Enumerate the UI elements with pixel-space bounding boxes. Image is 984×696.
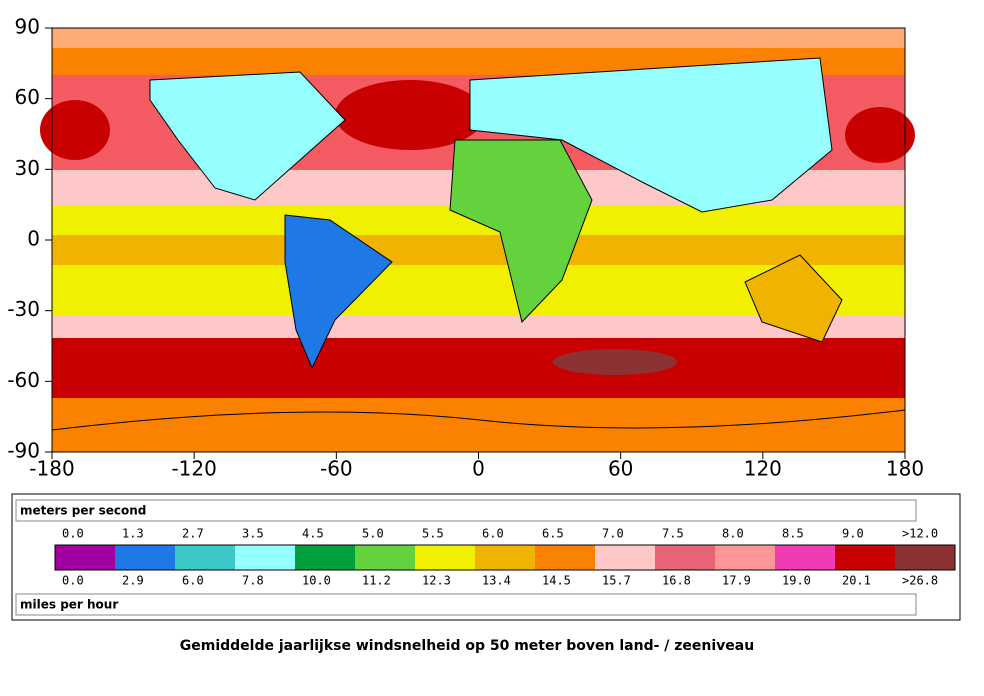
legend-label: 16.8 (662, 574, 691, 588)
y-tick-label: -90 (7, 439, 40, 463)
legend-label: 17.9 (722, 574, 751, 588)
x-tick-label: 0 (472, 457, 485, 481)
legend-swatch (295, 545, 355, 570)
legend-label: 0.0 (62, 574, 84, 588)
legend-swatch (355, 545, 415, 570)
legend-label: 12.3 (422, 574, 451, 588)
legend-label: 19.0 (782, 574, 811, 588)
legend-label: 14.5 (542, 574, 571, 588)
x-tick-label: -120 (171, 457, 216, 481)
eurasia (469, 57, 833, 213)
legend-label: 1.3 (122, 527, 144, 541)
wind-map (40, 27, 915, 453)
legend-title: meters per second (20, 504, 146, 518)
legend-label: >26.8 (902, 574, 938, 588)
x-tick-label: -60 (320, 457, 353, 481)
roaring-forties (52, 338, 905, 398)
legend-label: 4.5 (302, 527, 324, 541)
y-tick-label: 90 (15, 15, 40, 39)
legend-label: 8.5 (782, 527, 804, 541)
legend-label: 3.5 (242, 527, 264, 541)
legend-swatch (775, 545, 835, 570)
y-tick-label: 60 (15, 85, 40, 109)
legend-label: 5.0 (362, 527, 384, 541)
legend-label: 2.7 (182, 527, 204, 541)
y-tick-label: 30 (15, 156, 40, 180)
antarctica-coast (51, 409, 906, 431)
x-tick-label: 120 (744, 457, 782, 481)
y-tick-label: 0 (27, 227, 40, 251)
atlantic-high (335, 80, 485, 150)
pacific-high-east (845, 107, 915, 163)
legend-swatch (115, 545, 175, 570)
x-tick-label: -180 (29, 457, 74, 481)
legend-label: 13.4 (482, 574, 511, 588)
legend-swatch (175, 545, 235, 570)
legend-label: >12.0 (902, 527, 938, 541)
legend-swatch (835, 545, 895, 570)
antarctic-band (52, 398, 905, 452)
legend-label: 10.0 (302, 574, 331, 588)
legend-label: 5.5 (422, 527, 444, 541)
legend-label: 7.8 (242, 574, 264, 588)
x-tick-label: 180 (886, 457, 924, 481)
x-tick-label: 60 (608, 457, 633, 481)
legend-label: 6.0 (182, 574, 204, 588)
legend-title: miles per hour (20, 598, 118, 612)
australia (744, 254, 843, 343)
legend-swatch (715, 545, 775, 570)
legend-swatch (655, 545, 715, 570)
y-tick-label: -30 (7, 297, 40, 321)
legend-bar-frame (54, 544, 956, 571)
legend-swatch (55, 545, 115, 570)
legend-label: 9.0 (842, 527, 864, 541)
north-america (149, 71, 346, 201)
legend-label: 6.0 (482, 527, 504, 541)
caption: Gemiddelde jaarlijkse windsnelheid op 50… (180, 638, 754, 654)
legend-swatch (595, 545, 655, 570)
legend-label: 7.5 (662, 527, 684, 541)
legend-label: 20.1 (842, 574, 871, 588)
max-wind (553, 349, 677, 375)
legend-label: 15.7 (602, 574, 631, 588)
legend-swatch (235, 545, 295, 570)
legend-label: 0.0 (62, 527, 84, 541)
south-band (52, 315, 905, 338)
legend-title-box (15, 499, 917, 522)
legend-title-box (15, 593, 917, 616)
africa (449, 139, 593, 324)
legend-label: 7.0 (602, 527, 624, 541)
pacific-high-west (40, 100, 110, 160)
legend-label: 11.2 (362, 574, 391, 588)
legend-swatch (895, 545, 955, 570)
legend-swatch (415, 545, 475, 570)
legend-label: 8.0 (722, 527, 744, 541)
legend-label: 2.9 (122, 574, 144, 588)
y-tick-label: -60 (7, 368, 40, 392)
legend-swatch (475, 545, 535, 570)
legend-swatch (535, 545, 595, 570)
equator-band (52, 235, 905, 265)
legend-label: 6.5 (542, 527, 564, 541)
arctic-band (52, 28, 905, 48)
south-america (284, 214, 393, 370)
